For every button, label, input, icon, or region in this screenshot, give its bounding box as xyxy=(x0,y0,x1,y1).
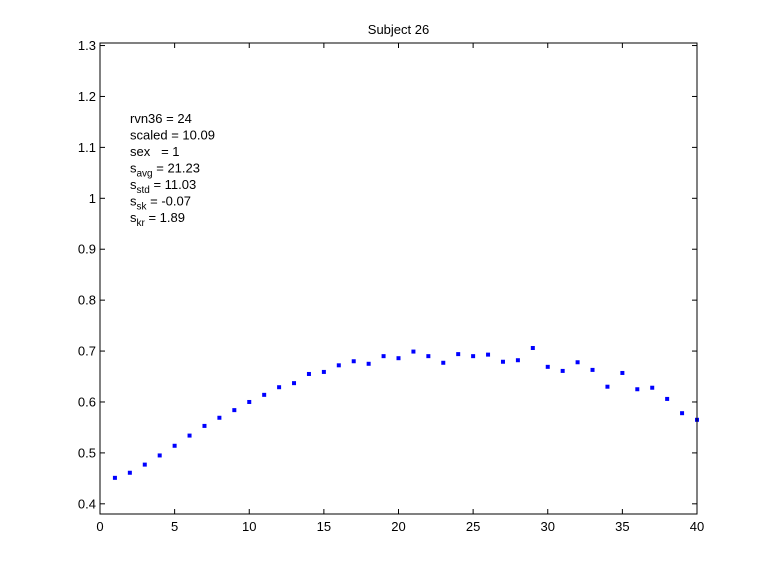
data-point xyxy=(381,354,386,359)
data-point xyxy=(590,367,595,372)
ticks-layer: 0 5 10 15 20 25 30 35 40 0.4 0.5 0.6 0.7 0.8 0.9 1 1.1 1.… xyxy=(78,38,704,534)
x-tick-label: 20 xyxy=(391,519,405,534)
annotation-line: skr = 1.89 xyxy=(130,210,185,229)
annotation-subscript: sk xyxy=(137,202,148,213)
annotation-base: rvn36 xyxy=(130,111,163,126)
data-point xyxy=(127,470,132,475)
data-point xyxy=(411,349,416,354)
data-point xyxy=(202,423,207,428)
data-point xyxy=(635,387,640,392)
y-tick-label: 0.9 xyxy=(78,242,96,257)
annotation-base: s xyxy=(130,210,137,225)
data-point xyxy=(306,371,311,376)
annotation-line: sex = 1 xyxy=(130,144,180,159)
y-tick-label: 0.8 xyxy=(78,293,96,308)
data-point xyxy=(172,443,177,448)
y-tick-label: 0.6 xyxy=(78,394,96,409)
x-tick-label: 10 xyxy=(242,519,256,534)
data-point xyxy=(366,361,371,366)
annotation-value: = 1 xyxy=(150,144,179,159)
annotation-line: ssk = -0.07 xyxy=(130,194,191,213)
data-point xyxy=(262,392,267,397)
data-point xyxy=(680,411,685,416)
annotation-value: = 10.09 xyxy=(168,128,215,143)
plot-area xyxy=(100,43,697,514)
data-point xyxy=(620,370,625,375)
annotation-value: = 21.23 xyxy=(153,161,200,176)
x-tick-label: 25 xyxy=(466,519,480,534)
data-point xyxy=(351,359,356,364)
annotation-value: = -0.07 xyxy=(147,194,191,209)
y-tick-label: 1.2 xyxy=(78,89,96,104)
annotation-value: = 1.89 xyxy=(145,210,185,225)
annotation-base: s xyxy=(130,177,137,192)
data-point xyxy=(112,475,117,480)
data-point xyxy=(500,359,505,364)
data-point xyxy=(277,385,282,390)
annotation-line: scaled = 10.09 xyxy=(130,128,215,143)
y-tick-label: 1.3 xyxy=(78,38,96,53)
y-tick-label: 0.4 xyxy=(78,496,96,511)
data-point xyxy=(665,396,670,401)
data-point xyxy=(530,346,535,351)
data-point xyxy=(217,415,222,420)
x-tick-label: 35 xyxy=(615,519,629,534)
data-point xyxy=(486,352,491,357)
data-point xyxy=(545,364,550,369)
annotation-subscript: kr xyxy=(137,218,146,229)
annotation-line: sstd = 11.03 xyxy=(130,177,196,196)
x-tick-label: 15 xyxy=(317,519,331,534)
annotation-line: rvn36 = 24 xyxy=(130,111,192,126)
points-layer xyxy=(112,346,699,480)
data-point xyxy=(441,360,446,365)
data-point xyxy=(426,354,431,359)
data-point xyxy=(187,433,192,438)
data-point xyxy=(560,368,565,373)
annotation-subscript: std xyxy=(137,185,150,196)
axes-box xyxy=(99,42,698,515)
data-point xyxy=(456,352,461,357)
data-point xyxy=(471,354,476,359)
data-point xyxy=(336,363,341,368)
x-tick-label: 30 xyxy=(541,519,555,534)
data-point xyxy=(292,381,297,386)
annotation-value: = 24 xyxy=(163,111,192,126)
data-point xyxy=(157,453,162,458)
data-point xyxy=(247,399,252,404)
y-tick-label: 0.5 xyxy=(78,445,96,460)
data-point xyxy=(515,358,520,363)
annotation-line: savg = 21.23 xyxy=(130,161,200,180)
data-point xyxy=(650,385,655,390)
annotation-value: = 11.03 xyxy=(150,177,196,192)
x-tick-label: 0 xyxy=(96,519,103,534)
annotation-base: scaled xyxy=(130,128,168,143)
data-point xyxy=(396,356,401,361)
chart-title: Subject 26 xyxy=(368,22,429,37)
x-tick-label: 5 xyxy=(171,519,178,534)
data-point xyxy=(321,369,326,374)
annotation-base: s xyxy=(130,161,137,176)
annotation-subscript: avg xyxy=(137,169,153,180)
y-tick-label: 1 xyxy=(89,191,96,206)
y-tick-label: 0.7 xyxy=(78,344,96,359)
x-tick-label: 40 xyxy=(690,519,704,534)
annotation-base: sex xyxy=(130,144,151,159)
data-point xyxy=(142,462,147,467)
y-tick-label: 1.1 xyxy=(78,140,96,155)
annotation-base: s xyxy=(130,194,137,209)
data-point xyxy=(605,384,610,389)
data-point xyxy=(575,360,580,365)
data-point xyxy=(232,408,237,413)
